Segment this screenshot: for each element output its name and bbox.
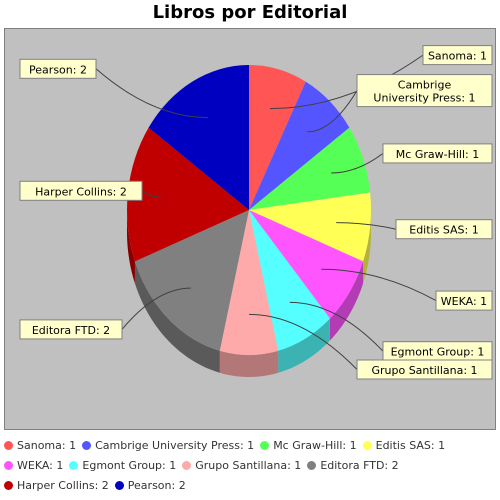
pie-slice-side-6 bbox=[219, 350, 279, 377]
pie-slice-4 bbox=[249, 210, 364, 319]
pie-depth bbox=[127, 210, 371, 377]
pie-slice-5 bbox=[249, 210, 330, 351]
callout-5: Egmont Group: 1 bbox=[289, 301, 493, 362]
pie-slice-side-8 bbox=[127, 210, 135, 284]
callout-label-2: Mc Graw-Hill: 1 bbox=[396, 148, 479, 161]
legend-swatch bbox=[4, 461, 13, 470]
legend-swatch bbox=[182, 461, 192, 470]
callout-box-0 bbox=[422, 45, 493, 66]
pie-slice-side-3 bbox=[363, 210, 371, 284]
legend-row: Harper Collins: 2 Pearson: 2 bbox=[4, 476, 496, 496]
callout-box-1 bbox=[356, 74, 493, 108]
pie-slice-6 bbox=[219, 210, 279, 356]
legend-item: Sanoma: 1 bbox=[4, 436, 76, 456]
callout-box-3 bbox=[395, 219, 493, 240]
pie-slice-7 bbox=[134, 210, 249, 351]
legend-label: Sanoma: 1 bbox=[17, 439, 77, 452]
callout-7: Editora FTD: 2 bbox=[19, 287, 191, 340]
callout-label-1: Cambrige bbox=[398, 79, 452, 92]
callout-box-4 bbox=[435, 290, 493, 311]
legend-item: Mc Graw-Hill: 1 bbox=[260, 436, 357, 456]
callout-leader-7 bbox=[121, 287, 191, 330]
callout-leader-5 bbox=[289, 301, 384, 352]
callout-box-6 bbox=[356, 359, 493, 380]
callout-label-1: University Press: 1 bbox=[373, 92, 475, 105]
callout-leader-1 bbox=[307, 90, 358, 133]
pie-slice-side-7 bbox=[134, 261, 220, 373]
callout-box-2 bbox=[382, 143, 493, 164]
legend-item: Harper Collins: 2 bbox=[4, 476, 109, 496]
callout-label-5: Egmont Group: 1 bbox=[391, 346, 485, 359]
callout-box-9 bbox=[19, 58, 97, 79]
callout-box-8 bbox=[19, 180, 143, 201]
legend-swatch bbox=[307, 461, 317, 470]
callout-0: Sanoma: 1 bbox=[269, 45, 493, 110]
legend-row: Sanoma: 1 Cambrige University Press: 1 Mc … bbox=[4, 436, 496, 456]
callout-label-6: Grupo Santillana: 1 bbox=[371, 364, 477, 377]
legend-swatch bbox=[4, 481, 13, 490]
legend-label: Mc Graw-Hill: 1 bbox=[273, 439, 357, 452]
callout-leader-6 bbox=[248, 313, 358, 370]
chart-title: Libros por Editorial bbox=[152, 2, 348, 23]
legend-label: Egmont Group: 1 bbox=[82, 459, 177, 472]
callout-leader-2 bbox=[331, 153, 384, 174]
legend-item: Editora FTD: 2 bbox=[307, 456, 399, 476]
callout-8: Harper Collins: 2 bbox=[19, 180, 162, 201]
pie-slice-8 bbox=[127, 127, 249, 262]
legend-swatch bbox=[362, 441, 372, 450]
legend-swatch bbox=[4, 441, 13, 450]
legend-label: Harper Collins: 2 bbox=[17, 479, 109, 492]
legend-item: WEKA: 1 bbox=[4, 456, 63, 476]
callout-4: WEKA: 1 bbox=[321, 268, 493, 311]
pie-slice-0 bbox=[249, 65, 306, 210]
callout-9: Pearson: 2 bbox=[19, 58, 209, 119]
legend: Sanoma: 1 Cambrige University Press: 1 Mc … bbox=[4, 436, 496, 496]
callout-label-8: Harper Collins: 2 bbox=[35, 185, 127, 198]
callout-6: Grupo Santillana: 1 bbox=[248, 313, 493, 380]
pie-slice-9 bbox=[148, 65, 249, 210]
pie-slice-side-5 bbox=[278, 318, 330, 373]
legend-item: Grupo Santillana: 1 bbox=[182, 456, 301, 476]
legend-item: Editis SAS: 1 bbox=[362, 436, 446, 456]
callout-label-3: Editis SAS: 1 bbox=[409, 224, 478, 237]
legend-swatch bbox=[114, 481, 124, 490]
callout-leader-8 bbox=[141, 190, 162, 198]
pie-slice-side-4 bbox=[329, 261, 364, 341]
callout-leader-0 bbox=[269, 54, 424, 110]
legend-label: Editis SAS: 1 bbox=[375, 439, 446, 452]
legend-swatch bbox=[260, 441, 270, 450]
callout-label-4: WEKA: 1 bbox=[441, 295, 487, 308]
callout-2: Mc Graw-Hill: 1 bbox=[331, 143, 493, 174]
legend-item: Egmont Group: 1 bbox=[69, 456, 176, 476]
pie-slice-2 bbox=[249, 127, 371, 210]
legend-swatch bbox=[69, 461, 79, 470]
legend-swatch bbox=[82, 441, 92, 450]
legend-label: Cambrige University Press: 1 bbox=[95, 439, 255, 452]
callout-box-7 bbox=[19, 319, 123, 340]
callout-label-0: Sanoma: 1 bbox=[428, 50, 487, 63]
callout-leader-4 bbox=[321, 268, 437, 302]
callout-label-7: Editora FTD: 2 bbox=[32, 324, 110, 337]
pie-slice-1 bbox=[249, 81, 350, 210]
legend-label: WEKA: 1 bbox=[17, 459, 64, 472]
legend-label: Pearson: 2 bbox=[127, 479, 186, 492]
pie-slice-3 bbox=[249, 192, 371, 262]
callout-leader-3 bbox=[336, 222, 397, 230]
legend-item: Pearson: 2 bbox=[114, 476, 186, 496]
pie-top bbox=[127, 65, 371, 356]
legend-row: WEKA: 1 Egmont Group: 1 Grupo Santillana: … bbox=[4, 456, 496, 476]
legend-label: Editora FTD: 2 bbox=[320, 459, 399, 472]
legend-item: Cambrige University Press: 1 bbox=[82, 436, 254, 456]
legend-label: Grupo Santillana: 1 bbox=[195, 459, 302, 472]
callout-leader-9 bbox=[95, 68, 209, 119]
callout-label-9: Pearson: 2 bbox=[29, 63, 87, 76]
callout-3: Editis SAS: 1 bbox=[336, 219, 493, 240]
